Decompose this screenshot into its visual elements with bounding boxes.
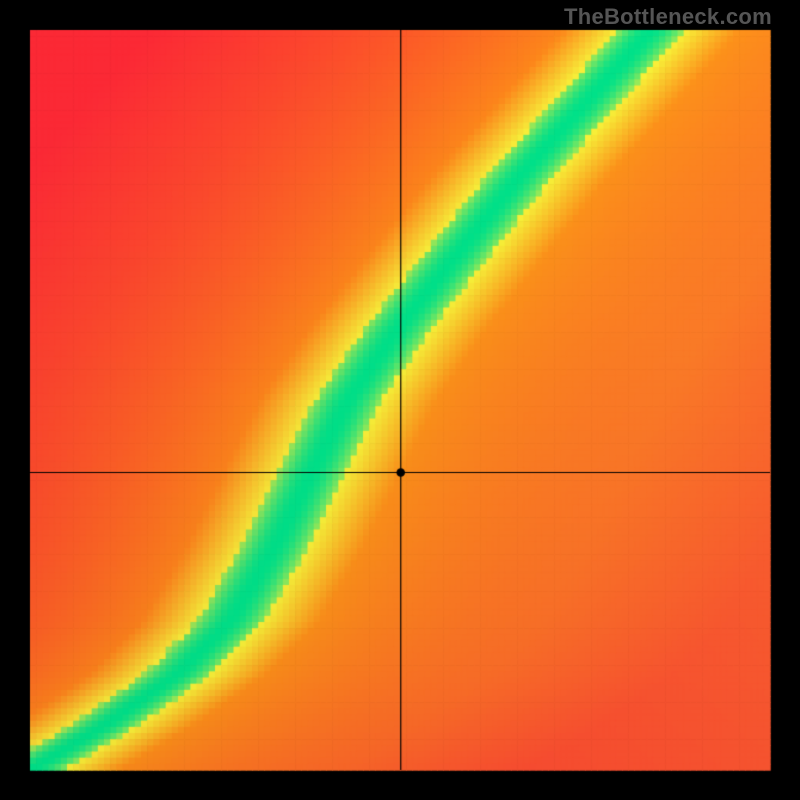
watermark-text: TheBottleneck.com (564, 4, 772, 30)
heatmap-canvas (0, 0, 800, 800)
chart-container: TheBottleneck.com (0, 0, 800, 800)
